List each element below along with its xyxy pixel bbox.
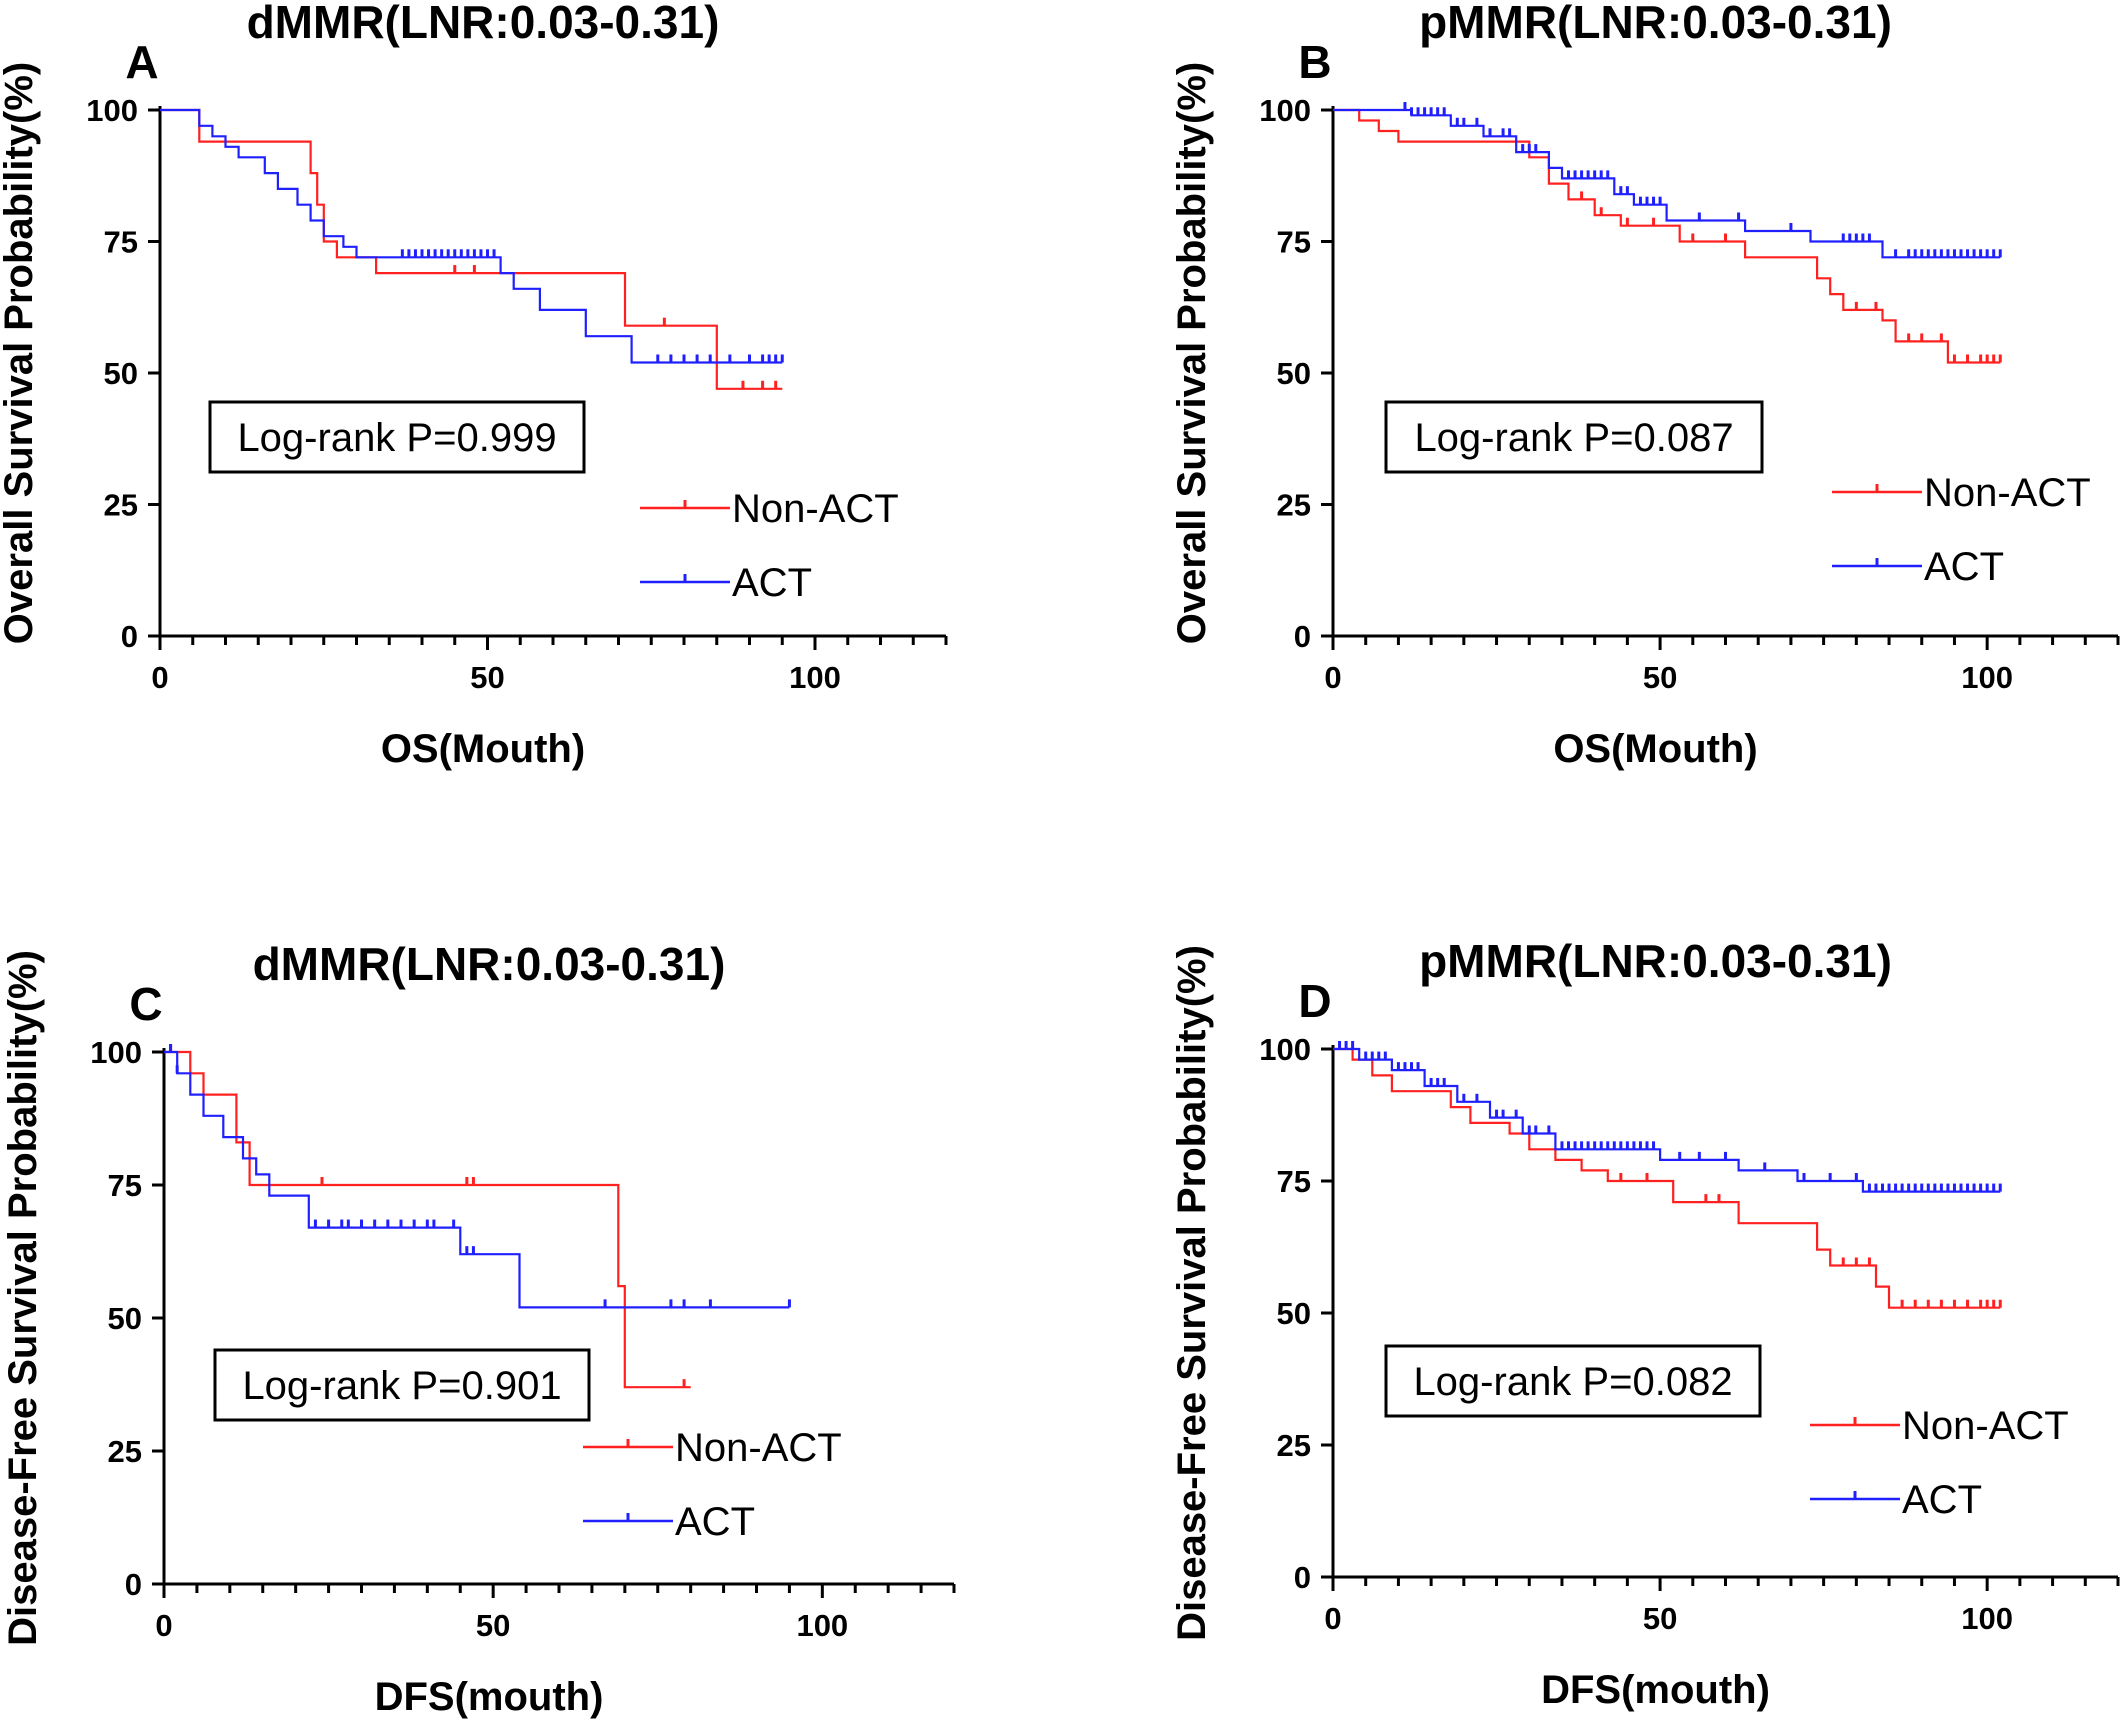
survival-curve-non-act [1333, 1047, 2001, 1309]
survival-curve-act [1333, 1047, 2001, 1193]
legend-label: Non-ACT [1902, 1404, 2069, 1448]
chart-title: dMMR(LNR:0.03-0.31) [253, 938, 726, 990]
x-axis-label: DFS(mouth) [375, 1675, 604, 1719]
logrank-annotation: Log-rank P=0.087 [1414, 416, 1733, 460]
x-tick-label: 0 [1324, 660, 1341, 695]
survival-curve-act [164, 1050, 790, 1309]
legend-label: ACT [675, 1500, 755, 1544]
chart-title: pMMR(LNR:0.03-0.31) [1419, 935, 1892, 987]
series-act [1333, 102, 2002, 259]
y-tick-label: 25 [108, 1434, 142, 1469]
y-tick-label: 50 [1277, 1296, 1311, 1331]
survival-curve-non-act [160, 108, 783, 390]
y-tick-label: 75 [108, 1168, 142, 1203]
y-tick-label: 50 [108, 1301, 142, 1336]
x-tick-label: 100 [1961, 1601, 2013, 1636]
legend: Non-ACT ACT [640, 487, 899, 605]
y-tick-label: 0 [1294, 619, 1311, 654]
series-act [1333, 1041, 2002, 1193]
legend-label: Non-ACT [675, 1426, 842, 1470]
series-act [164, 1044, 791, 1309]
y-tick-label: 0 [121, 619, 138, 654]
y-tick-label: 75 [1277, 1164, 1311, 1199]
y-axis-label: Overall Survival Probability(%) [1170, 62, 1214, 644]
x-tick-label: 0 [151, 660, 168, 695]
panel-b: pMMR(LNR:0.03-0.31) B 0 25 50 75 100 0 50 100 OS(M… [1170, 0, 2120, 771]
chart-title: dMMR(LNR:0.03-0.31) [247, 0, 720, 48]
x-tick-label: 100 [796, 1608, 848, 1643]
annotation-box [208, 400, 586, 474]
logrank-annotation: Log-rank P=0.901 [242, 1364, 561, 1408]
legend: Non-ACT ACT [583, 1426, 842, 1544]
legend-label: Non-ACT [1924, 471, 2091, 515]
y-tick-label: 50 [1277, 356, 1311, 391]
series-non-act [160, 108, 783, 390]
x-tick-label: 100 [789, 660, 841, 695]
y-tick-label: 75 [1277, 225, 1311, 260]
series-non-act [164, 1044, 691, 1389]
legend-label: ACT [732, 561, 812, 605]
survival-curve-non-act [1333, 108, 2001, 364]
x-tick-label: 0 [1324, 1601, 1341, 1636]
panel-d: pMMR(LNR:0.03-0.31) D 0 25 50 75 100 0 50 100 DFS(… [1170, 935, 2120, 1712]
y-tick-label: 100 [90, 1035, 142, 1070]
panel-c: dMMR(LNR:0.03-0.31) C 0 25 50 75 100 0 50 100 DFS(… [1, 938, 956, 1719]
x-tick-label: 50 [470, 660, 504, 695]
y-tick-label: 75 [104, 225, 138, 260]
y-axis-label: Disease-Free Survival Probability(%) [1, 950, 45, 1646]
y-tick-label: 25 [1277, 1428, 1311, 1463]
x-tick-label: 50 [476, 1608, 510, 1643]
survival-curve-act [1333, 108, 2001, 259]
legend: Non-ACT ACT [1832, 471, 2091, 589]
y-axis-label: Overall Survival Probability(%) [0, 62, 41, 644]
x-tick-label: 0 [155, 1608, 172, 1643]
logrank-annotation: Log-rank P=0.082 [1413, 1360, 1732, 1404]
panel-letter: B [1298, 36, 1331, 88]
x-axis-label: DFS(mouth) [1541, 1668, 1770, 1712]
legend-label: Non-ACT [732, 487, 899, 531]
x-axis-label: OS(Mouth) [1553, 727, 1757, 771]
logrank-annotation: Log-rank P=0.999 [237, 416, 556, 460]
y-axis-label: Disease-Free Survival Probability(%) [1170, 945, 1214, 1641]
series-act [160, 108, 784, 364]
y-tick-label: 25 [1277, 488, 1311, 523]
y-tick-label: 100 [1259, 93, 1311, 128]
y-tick-label: 0 [125, 1567, 142, 1602]
legend-label: ACT [1924, 545, 2004, 589]
legend: Non-ACT ACT [1810, 1404, 2069, 1522]
y-tick-label: 0 [1294, 1560, 1311, 1595]
x-tick-label: 50 [1643, 660, 1677, 695]
y-tick-label: 100 [86, 93, 138, 128]
y-tick-label: 100 [1259, 1032, 1311, 1067]
chart-title: pMMR(LNR:0.03-0.31) [1419, 0, 1892, 48]
series-non-act [1333, 108, 2002, 364]
x-tick-label: 100 [1961, 660, 2013, 695]
x-tick-label: 50 [1643, 1601, 1677, 1636]
y-tick-label: 50 [104, 356, 138, 391]
survival-curve-act [160, 108, 783, 364]
x-axis-label: OS(Mouth) [381, 727, 585, 771]
series-non-act [1333, 1047, 2002, 1309]
panel-letter: D [1298, 975, 1331, 1027]
panel-letter: A [125, 36, 158, 88]
panel-a: dMMR(LNR:0.03-0.31) A 0 25 50 75 100 0 50 100 OS(M… [0, 0, 948, 771]
annotation-box [1384, 400, 1764, 474]
legend-label: ACT [1902, 1478, 1982, 1522]
panel-letter: C [129, 978, 162, 1030]
y-tick-label: 25 [104, 488, 138, 523]
annotation-box [1384, 1344, 1762, 1418]
annotation-box [213, 1348, 591, 1422]
